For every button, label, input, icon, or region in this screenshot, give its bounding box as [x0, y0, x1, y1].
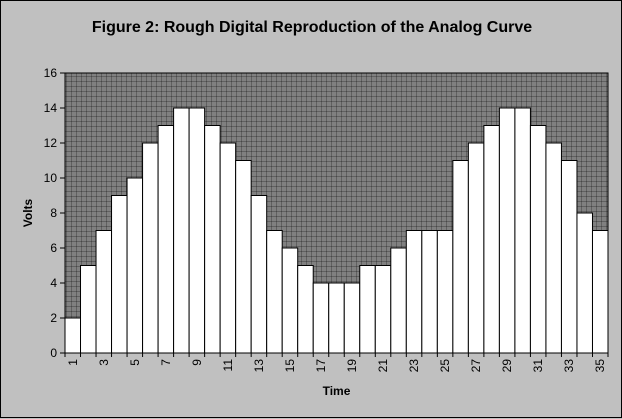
bar-6	[142, 142, 159, 354]
y-tick-label: 10	[44, 171, 58, 185]
bar-27	[467, 142, 485, 354]
bar-26	[452, 160, 469, 354]
bar-31	[529, 125, 547, 354]
y-tick-label: 12	[44, 136, 58, 150]
bar-24	[421, 230, 438, 354]
bar-30	[514, 107, 531, 354]
y-axis: 0 2 4 6 8 10 12 14 16	[44, 66, 66, 360]
bar-21	[374, 265, 392, 354]
x-tick-label: 19	[345, 359, 359, 373]
y-tick-label: 6	[50, 241, 57, 255]
x-tick-label: 21	[376, 359, 390, 373]
bar-7	[157, 125, 175, 354]
bar-15	[281, 247, 299, 354]
y-tick-label: 2	[50, 311, 57, 325]
bar-3	[95, 230, 113, 354]
x-tick-label: 3	[97, 359, 111, 366]
bar-2	[80, 265, 97, 354]
y-tick-label: 8	[50, 206, 57, 220]
bar-34	[576, 212, 593, 354]
x-tick-label: 23	[407, 359, 421, 373]
bar-22	[390, 247, 407, 354]
x-tick-label: 29	[500, 359, 514, 373]
y-axis-label: Volts	[21, 198, 35, 227]
x-tick-label: 1	[66, 359, 80, 366]
bar-10	[204, 125, 221, 354]
bar-32	[545, 142, 562, 354]
x-tick-label: 27	[469, 359, 483, 373]
bar-14	[266, 230, 283, 354]
bar-25	[436, 230, 454, 354]
y-tick-label: 0	[50, 346, 57, 360]
bar-12	[235, 160, 252, 354]
y-tick-label: 16	[44, 66, 58, 80]
bar-5	[126, 177, 144, 354]
x-tick-label: 7	[159, 359, 173, 366]
x-tick-label: 31	[531, 359, 545, 373]
bar-17	[312, 282, 330, 354]
bar-29	[498, 107, 516, 354]
bar-8	[173, 107, 190, 354]
bar-4	[111, 195, 128, 354]
bar-20	[359, 265, 376, 354]
x-tick-label: 9	[190, 359, 204, 366]
x-tick-label: 15	[283, 359, 297, 373]
x-axis: 1 3 5 7 9 11 13 15 17 19 21 23 25 27 29 31 33 35	[64, 352, 609, 373]
x-tick-label: 33	[562, 359, 576, 373]
bar-33	[560, 160, 578, 354]
bars-group	[64, 107, 609, 354]
x-tick-label: 35	[593, 359, 607, 373]
bar-35	[591, 230, 609, 354]
x-tick-label: 11	[221, 359, 235, 372]
x-tick-label: 5	[128, 359, 142, 366]
bar-28	[483, 125, 500, 354]
bar-13	[250, 195, 268, 354]
bar-19	[343, 282, 361, 354]
bar-11	[219, 142, 237, 354]
bar-1	[64, 317, 82, 354]
y-tick-label: 14	[44, 101, 58, 115]
x-axis-label: Time	[323, 384, 351, 398]
bar-16	[297, 265, 314, 354]
bar-9	[188, 107, 206, 354]
x-tick-label: 25	[438, 359, 452, 373]
x-tick-label: 13	[252, 359, 266, 373]
y-tick-label: 4	[50, 276, 57, 290]
chart-title: Figure 2: Rough Digital Reproduction of …	[92, 19, 532, 36]
bar-18	[328, 282, 345, 354]
x-tick-label: 17	[314, 359, 328, 373]
bar-23	[405, 230, 423, 354]
